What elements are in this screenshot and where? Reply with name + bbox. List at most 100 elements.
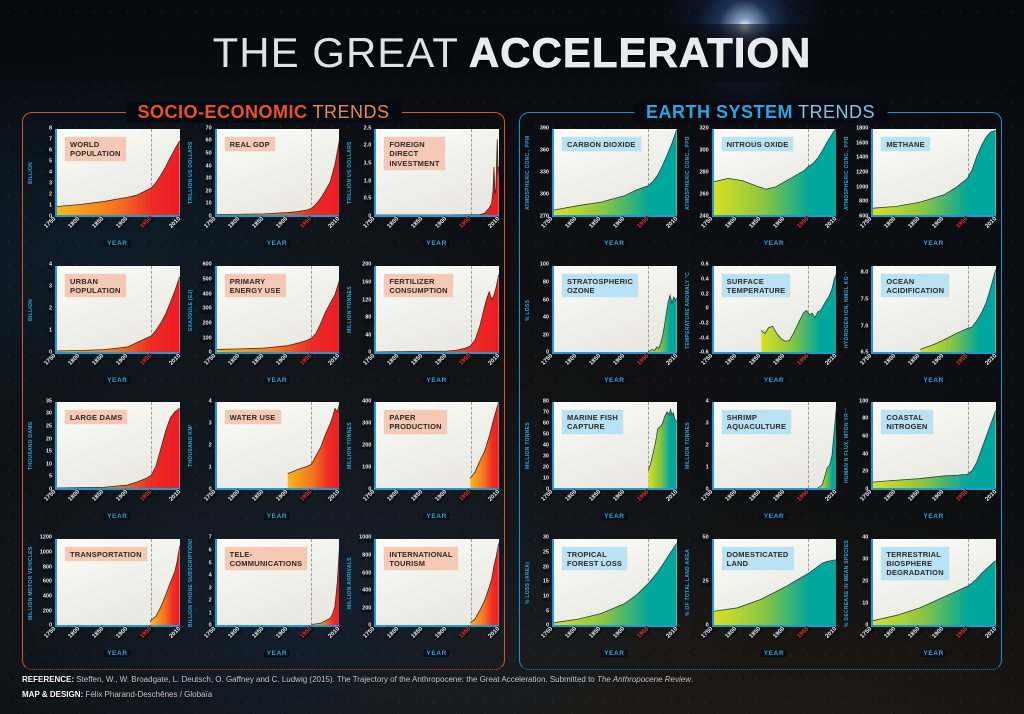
x-tick: 2010 <box>824 351 840 368</box>
x-tick: 1900 <box>931 488 947 504</box>
x-tick: 1900 <box>931 351 947 368</box>
y-tick: 0 <box>207 486 213 494</box>
y-axis-label: TRILLION US DOLLARS <box>347 141 354 205</box>
y-tick: 2.5 <box>362 125 373 133</box>
series-outline <box>554 543 677 622</box>
y-tick: 2 <box>47 305 53 314</box>
x-axis-labels: 1750 1800 1850 1900 1950 2010 YEAR <box>859 351 999 384</box>
chart-title-chip: PRIMARY ENERGY USE <box>224 273 286 298</box>
x-tick: 1750 <box>859 624 875 641</box>
area-chart-svg <box>216 266 340 352</box>
y-tick: 80 <box>541 398 550 406</box>
x-tick: 1750 <box>202 488 218 504</box>
x-axis-labels: 1750 1800 1850 1900 1950 2010 YEAR <box>699 215 840 247</box>
y-tick: 6 <box>207 547 213 555</box>
chart-carbon-dioxide: ATMOSPHERIC CONC., PPM 270 300 330 360 390 CAR… <box>525 125 680 254</box>
y-axis-label: HYDROGEN ION, NMOL KG⁻¹ <box>844 271 851 348</box>
y-tick: 1000 <box>855 184 870 192</box>
threshold-1950-line <box>151 538 153 625</box>
y-tick: 50 <box>701 534 710 543</box>
x-tick: 1800 <box>563 488 579 504</box>
chart-title-chip: TELE- COMMUNICATIONS <box>224 546 308 571</box>
x-axis-labels: 1750 1800 1850 1900 1950 2010 YEAR <box>539 488 680 520</box>
chart-ocean-acidification: HYDROGEN ION, NMOL KG⁻¹ 6.5 7.0 7.5 8.0 OCEAN… <box>844 265 999 391</box>
y-tick: 0.4 <box>700 276 710 284</box>
x-tick: 1750 <box>42 215 58 231</box>
area-chart-svg <box>714 402 837 488</box>
y-tick: 260 <box>698 191 710 199</box>
area-chart-svg <box>873 539 996 625</box>
x-tick: 1850 <box>907 215 923 231</box>
x-tick: 1900 <box>274 351 290 368</box>
plot-area: TRANSPORTATION <box>55 538 180 627</box>
x-tick: 1800 <box>723 488 739 504</box>
x-tick: 2010 <box>167 488 183 504</box>
y-axis-label: BILLION <box>28 298 34 321</box>
y-tick: 1400 <box>855 154 870 162</box>
plot-area: METHANE <box>871 129 996 217</box>
x-axis-labels: 1750 1800 1850 1900 1950 2010 YEAR <box>699 351 840 384</box>
area-series <box>311 543 340 625</box>
y-tick: 3 <box>47 283 53 292</box>
x-axis-labels: 1750 1800 1850 1900 1950 2010 YEAR <box>699 488 840 520</box>
threshold-1950-line <box>310 402 312 488</box>
y-tick: 7.0 <box>859 323 870 331</box>
year-axis-label: YEAR <box>423 240 450 247</box>
chart-water-use: THOUSAND KM³ 0 1 2 3 4 WATER USE 1750 1800 1850 19… <box>188 398 343 527</box>
x-tick: 1850 <box>90 488 106 504</box>
y-tick: -0.2 <box>698 320 710 328</box>
x-tick: 2010 <box>167 624 183 641</box>
y-tick: 2 <box>47 191 53 199</box>
year-axis-label: YEAR <box>601 240 628 247</box>
year-axis-label: YEAR <box>104 240 131 247</box>
x-tick-1950-highlight: 1950 <box>955 351 971 368</box>
plot-area: TERRESTRIAL BIOSPHERE DEGRADATION <box>871 538 996 627</box>
x-tick-1950-highlight: 1950 <box>955 488 971 504</box>
x-tick: 1850 <box>907 488 923 504</box>
y-tick: 2 <box>704 442 710 450</box>
x-tick: 1900 <box>114 215 130 231</box>
x-tick-1950-highlight: 1950 <box>458 488 474 504</box>
y-tick: 280 <box>698 169 710 177</box>
x-tick: 1800 <box>66 488 82 504</box>
area-series <box>713 129 837 215</box>
y-tick-labels: -0.6 -0.4 -0.2 0 0.2 0.4 0.6 <box>695 261 712 358</box>
x-tick: 1750 <box>539 351 555 368</box>
y-tick: 6 <box>47 147 53 155</box>
year-axis-label: YEAR <box>601 376 628 384</box>
y-axis-label: ATMOSPHERIC CONC., PPM <box>525 135 531 211</box>
y-axis-label: EXAJOULE (EJ) <box>187 288 194 331</box>
x-tick-1950-highlight: 1950 <box>795 215 811 231</box>
x-tick-1950-highlight: 1950 <box>138 488 154 504</box>
area-series <box>57 140 180 215</box>
series-outline <box>311 543 339 623</box>
y-tick: 5 <box>47 158 53 166</box>
design-line: MAP & DESIGN: Félix Pharand-Deschênes / … <box>22 687 693 702</box>
x-axis-labels: 1750 1800 1850 1900 1950 2010 YEAR <box>859 215 999 247</box>
area-chart-svg <box>873 266 996 352</box>
x-tick: 1800 <box>386 215 402 231</box>
x-tick: 1750 <box>42 488 58 504</box>
plot-area: PAPER PRODUCTION <box>374 402 499 490</box>
x-tick: 1800 <box>563 624 579 641</box>
y-tick: 4 <box>47 261 53 270</box>
x-tick: 2010 <box>824 624 840 641</box>
chart-large-dams: THOUSAND DAMS 0 5 10 15 20 25 30 35 LARGE DAMS 175… <box>28 398 183 527</box>
x-tick: 1850 <box>410 351 426 368</box>
year-axis-label: YEAR <box>601 649 628 657</box>
x-axis-labels: 1750 1800 1850 1900 1950 2010 YEAR <box>202 351 343 384</box>
year-axis-label: YEAR <box>920 513 947 520</box>
y-tick: 600 <box>201 261 213 270</box>
x-axis-labels: 1750 1800 1850 1900 1950 2010 YEAR <box>539 351 680 384</box>
y-tick: 320 <box>698 125 710 133</box>
y-tick: 0.5 <box>362 195 373 203</box>
y-tick: 800 <box>361 552 373 560</box>
y-axis-label: ATMOSPHERIC CONC., PPB <box>844 136 851 210</box>
x-tick: 1900 <box>434 215 450 231</box>
x-axis-labels: 1750 1800 1850 1900 1950 2010 YEAR <box>362 215 502 247</box>
y-tick-labels: 270 300 330 360 390 <box>535 125 552 221</box>
x-axis-labels: 1750 1800 1850 1900 1950 2010 YEAR <box>539 624 680 657</box>
x-axis-labels: 1750 1800 1850 1900 1950 2010 YEAR <box>859 624 999 657</box>
y-tick: 390 <box>538 125 550 133</box>
